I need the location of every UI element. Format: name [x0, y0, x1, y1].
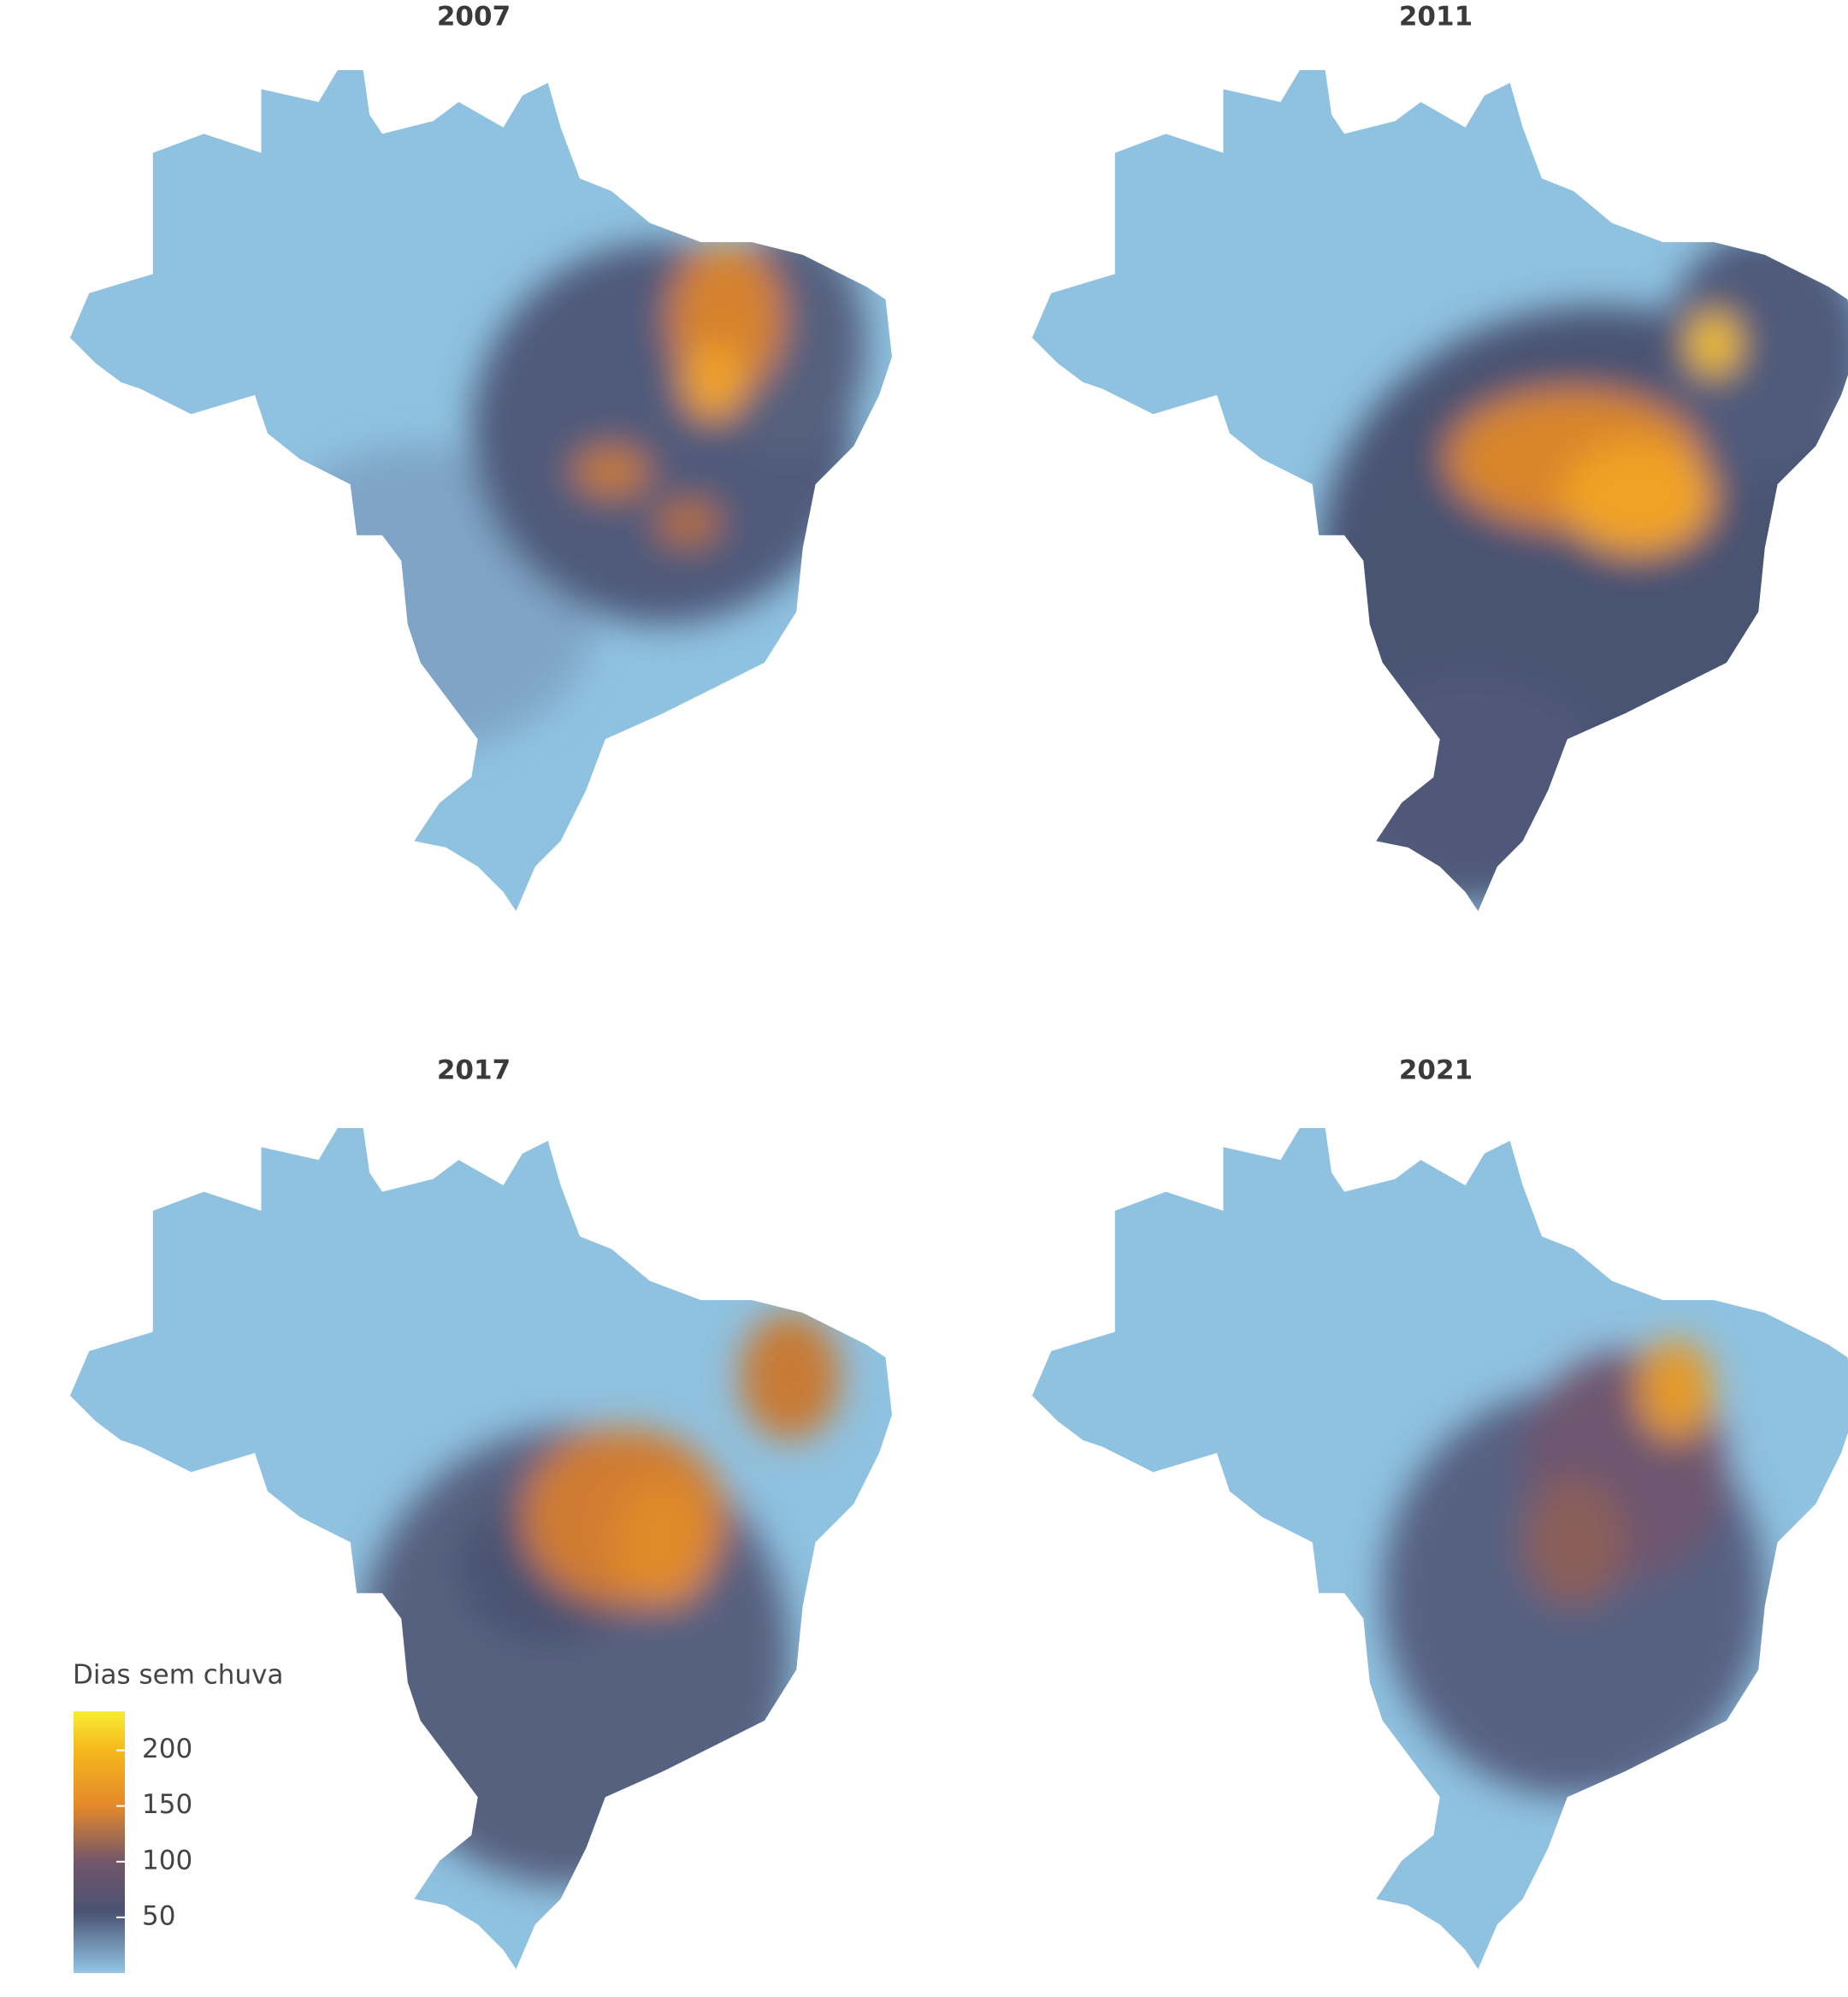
map-title: 2007: [437, 2, 511, 32]
map-2021: [1031, 1127, 1848, 1970]
map-title: 2011: [1399, 2, 1473, 32]
color-bar: [74, 1711, 125, 1973]
tick-label: 100: [142, 1845, 192, 1876]
legend-title: Dias sem chuva: [73, 1660, 283, 1691]
legend: 50 100 150 200: [74, 1711, 192, 1973]
map-2007: [69, 69, 892, 912]
map-title: 2021: [1399, 1055, 1473, 1086]
map-2017: [69, 1127, 892, 1970]
tick-label: 50: [142, 1900, 175, 1931]
map-2011: [1031, 69, 1848, 912]
tick-label: 150: [142, 1789, 192, 1820]
map-title: 2017: [437, 1055, 511, 1086]
tick-label: 200: [142, 1734, 192, 1764]
